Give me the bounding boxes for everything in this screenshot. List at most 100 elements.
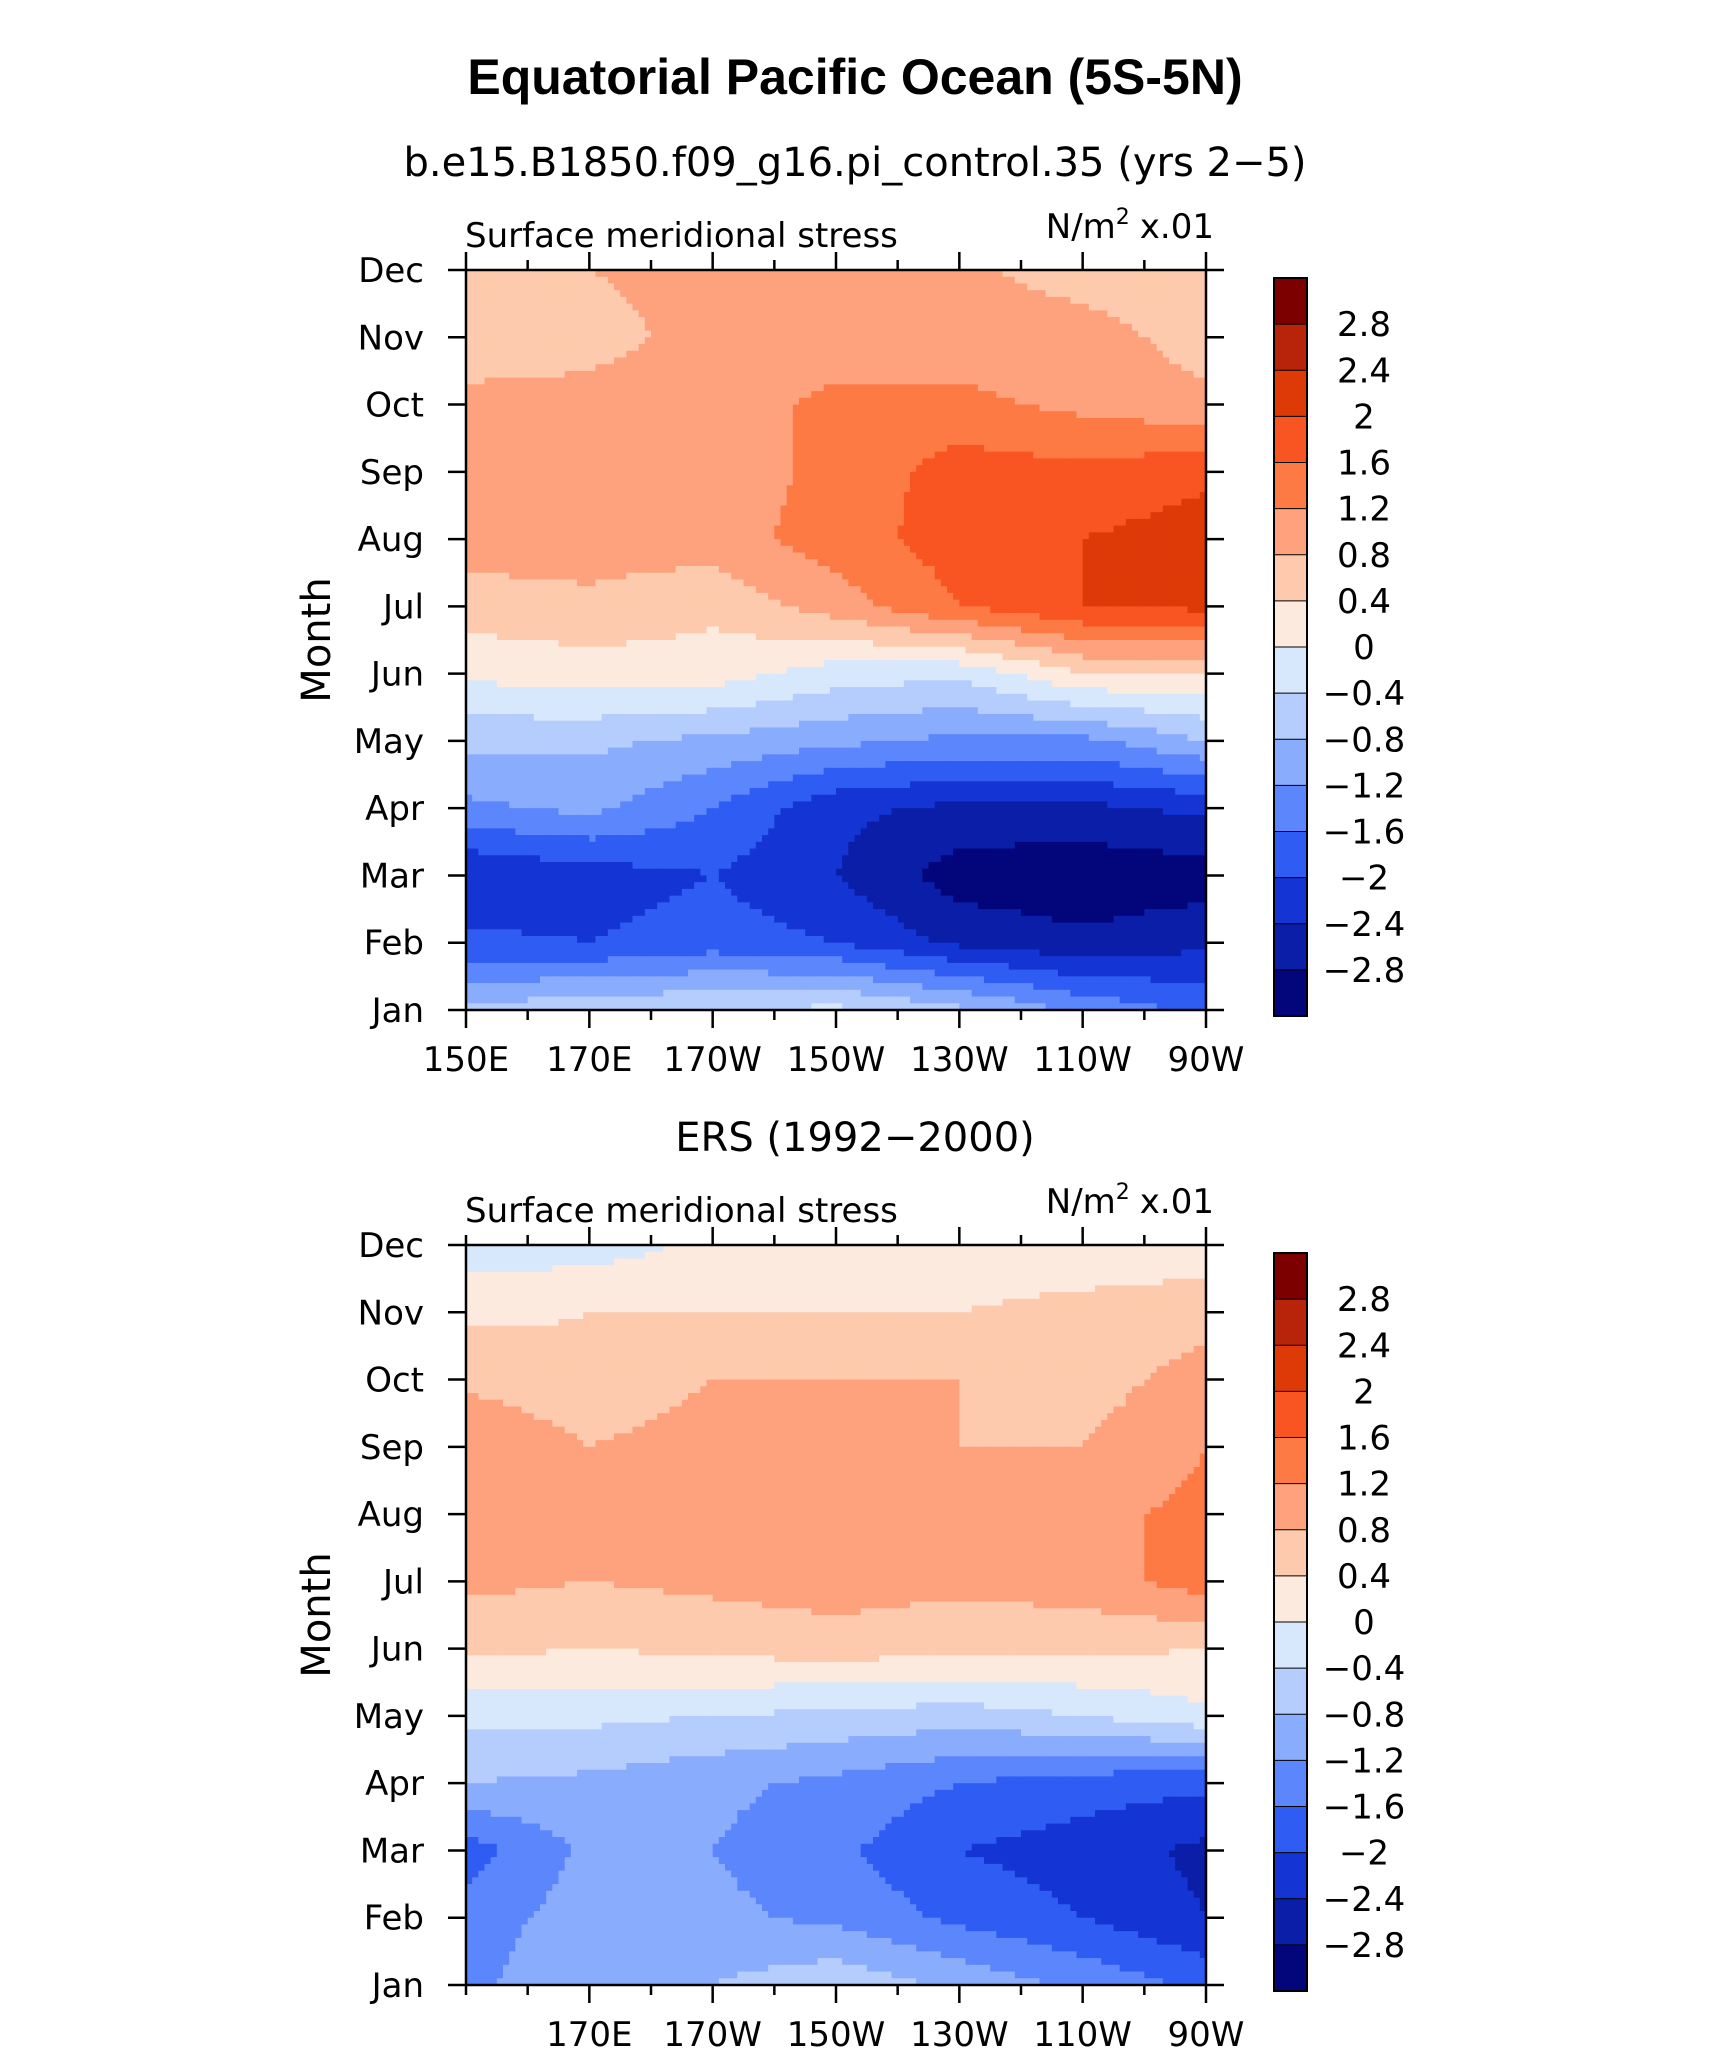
heatmap-cell bbox=[1175, 377, 1182, 385]
heatmap-cell bbox=[1193, 418, 1201, 426]
heatmap-cell bbox=[688, 431, 695, 439]
heatmap-cell bbox=[657, 532, 664, 540]
heatmap-cell bbox=[848, 364, 856, 372]
heatmap-cell bbox=[1150, 532, 1158, 540]
heatmap-cell bbox=[509, 296, 516, 305]
heatmap-cell bbox=[725, 424, 732, 433]
heatmap-cell bbox=[990, 270, 997, 278]
heatmap-cell bbox=[521, 330, 529, 338]
heatmap-cell bbox=[1051, 270, 1059, 278]
heatmap-cell bbox=[842, 512, 849, 520]
heatmap-cell bbox=[910, 478, 917, 486]
heatmap-cell bbox=[866, 525, 874, 533]
heatmap-cell bbox=[947, 458, 954, 466]
heatmap-cell bbox=[527, 444, 535, 453]
heatmap-cell bbox=[1107, 370, 1115, 379]
heatmap-cell bbox=[799, 377, 806, 385]
heatmap-cell bbox=[725, 317, 732, 325]
heatmap-cell bbox=[1193, 310, 1201, 318]
heatmap-cell bbox=[971, 397, 979, 406]
heatmap-cell bbox=[552, 303, 560, 311]
heatmap-cell bbox=[1082, 364, 1090, 372]
heatmap-cell bbox=[940, 391, 948, 399]
heatmap-cell bbox=[1193, 337, 1201, 345]
heatmap-cell bbox=[657, 323, 664, 332]
heatmap-cell bbox=[743, 431, 751, 439]
heatmap-cell bbox=[1162, 458, 1170, 466]
heatmap-cell bbox=[1058, 539, 1065, 547]
heatmap-cell bbox=[1002, 478, 1010, 486]
heatmap-cell bbox=[1175, 290, 1182, 298]
heatmap-cell bbox=[829, 545, 837, 554]
heatmap-cell bbox=[657, 539, 664, 547]
heatmap-cell bbox=[1021, 330, 1028, 338]
heatmap-cell bbox=[681, 337, 689, 345]
heatmap-cell bbox=[1150, 303, 1158, 311]
heatmap-cell bbox=[484, 337, 492, 345]
heatmap-cell bbox=[583, 498, 590, 507]
heatmap-cell bbox=[589, 458, 597, 466]
heatmap-cell bbox=[811, 330, 819, 338]
heatmap-cell bbox=[743, 485, 751, 493]
heatmap-cell bbox=[1169, 485, 1176, 493]
heatmap-cell bbox=[1156, 384, 1164, 392]
heatmap-cell bbox=[873, 431, 880, 439]
heatmap-cell bbox=[959, 424, 967, 433]
heatmap-cell bbox=[601, 323, 609, 332]
heatmap-cell bbox=[903, 539, 911, 547]
heatmap-cell bbox=[700, 384, 708, 392]
heatmap-cell bbox=[984, 283, 991, 291]
heatmap-cell bbox=[1150, 525, 1158, 533]
heatmap-cell bbox=[638, 539, 646, 547]
heatmap-cell bbox=[1095, 424, 1102, 433]
heatmap-cell bbox=[799, 471, 806, 480]
heatmap-cell bbox=[472, 458, 479, 466]
heatmap-cell bbox=[953, 350, 960, 359]
heatmap-cell bbox=[712, 270, 720, 278]
heatmap-cell bbox=[1045, 377, 1053, 385]
heatmap-cell bbox=[478, 317, 486, 325]
heatmap-cell bbox=[1119, 404, 1127, 412]
heatmap-cell bbox=[595, 539, 603, 547]
heatmap-cell bbox=[731, 525, 738, 533]
heatmap-cell bbox=[1156, 451, 1164, 459]
heatmap-cell bbox=[866, 290, 874, 298]
heatmap-cell bbox=[786, 397, 794, 406]
heatmap-cell bbox=[934, 424, 942, 433]
heatmap-cell bbox=[484, 458, 492, 466]
heatmap-cell bbox=[478, 384, 486, 392]
heatmap-cell bbox=[632, 350, 640, 359]
heatmap-cell bbox=[1113, 492, 1121, 500]
heatmap-cell bbox=[626, 303, 634, 311]
heatmap-cell bbox=[1014, 411, 1022, 419]
heatmap-cell bbox=[947, 471, 954, 480]
heatmap-cell bbox=[780, 330, 788, 338]
heatmap-cell bbox=[540, 276, 547, 285]
heatmap-cell bbox=[990, 471, 997, 480]
heatmap-cell bbox=[1021, 485, 1028, 493]
heatmap-cell bbox=[558, 471, 566, 480]
heatmap-cell bbox=[940, 384, 948, 392]
heatmap-cell bbox=[527, 525, 535, 533]
heatmap-cell bbox=[1070, 424, 1078, 433]
heatmap-cell bbox=[762, 458, 769, 466]
heatmap-cell bbox=[873, 471, 880, 480]
heatmap-cell bbox=[996, 310, 1004, 318]
heatmap-cell bbox=[940, 370, 948, 379]
heatmap-cell bbox=[601, 465, 609, 473]
heatmap-cell bbox=[1082, 357, 1090, 365]
heatmap-cell bbox=[614, 458, 621, 466]
heatmap-cell bbox=[1113, 532, 1121, 540]
heatmap-cell bbox=[1076, 276, 1084, 285]
heatmap-cell bbox=[552, 391, 560, 399]
heatmap-cell bbox=[700, 391, 708, 399]
heatmap-cell bbox=[805, 370, 812, 379]
heatmap-cell bbox=[1082, 384, 1090, 392]
heatmap-cell bbox=[1027, 465, 1034, 473]
heatmap-cell bbox=[879, 545, 886, 554]
heatmap-cell bbox=[873, 545, 880, 554]
heatmap-cell bbox=[595, 370, 603, 379]
heatmap-cell bbox=[595, 377, 603, 385]
heatmap-cell bbox=[466, 444, 473, 453]
heatmap-cell bbox=[583, 337, 590, 345]
